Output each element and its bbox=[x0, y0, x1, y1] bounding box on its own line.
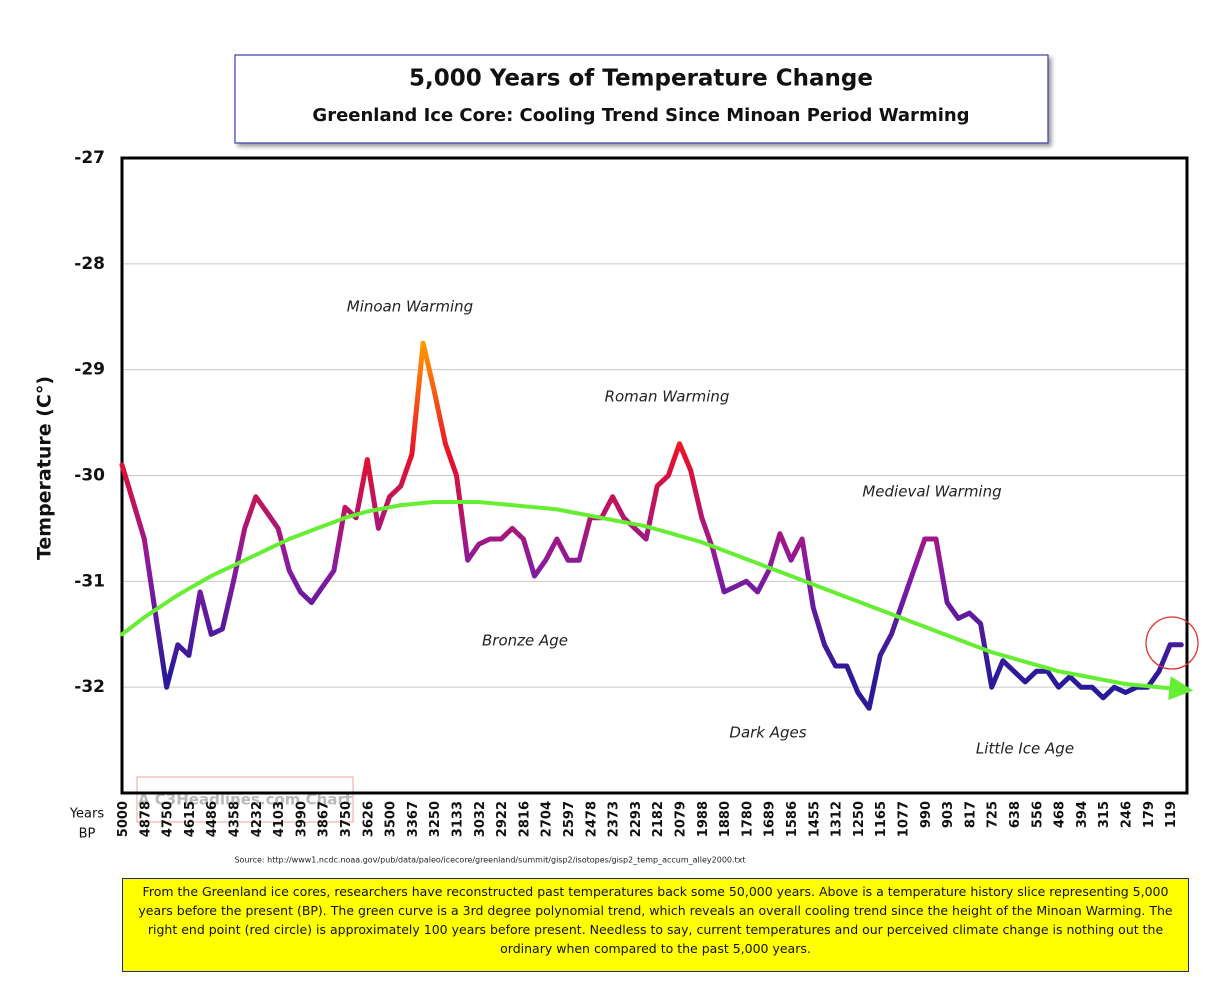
y-tick-label: -32 bbox=[74, 677, 105, 697]
x-tick-label: 1880 bbox=[718, 801, 733, 837]
x-tick-label: 2478 bbox=[584, 801, 599, 837]
y-tick-label: -31 bbox=[74, 571, 105, 591]
x-tick-label: 4232 bbox=[250, 801, 265, 837]
x-tick-label: 1988 bbox=[696, 801, 711, 837]
x-tick-label: 1250 bbox=[852, 801, 867, 837]
y-tick-label: -28 bbox=[74, 254, 105, 274]
trend-line bbox=[120, 500, 1194, 701]
x-tick-label: 4878 bbox=[138, 801, 153, 837]
x-tick-label: 2373 bbox=[607, 801, 622, 837]
x-axis-label: Years bbox=[69, 807, 105, 822]
x-tick-label: 2597 bbox=[562, 801, 577, 837]
x-tick-label: 119 bbox=[1164, 801, 1179, 828]
x-tick-label: 3750 bbox=[339, 801, 354, 837]
x-tick-label: 246 bbox=[1120, 801, 1135, 828]
x-tick-label: 1312 bbox=[830, 801, 845, 837]
x-tick-label: 2293 bbox=[629, 801, 644, 837]
x-tick-label: 3032 bbox=[473, 801, 488, 837]
plot-frame bbox=[120, 156, 1189, 795]
x-tick-label: 315 bbox=[1097, 801, 1112, 828]
x-tick-label: 4103 bbox=[272, 801, 287, 837]
x-tick-label: 638 bbox=[1008, 801, 1023, 828]
x-tick-label: 1455 bbox=[807, 801, 822, 837]
x-tick-label: 903 bbox=[941, 801, 956, 828]
x-tick-label: 817 bbox=[963, 801, 978, 828]
annotation: Bronze Age bbox=[482, 632, 568, 650]
x-tick-label: 3500 bbox=[384, 801, 399, 837]
y-tick-label: -29 bbox=[74, 360, 105, 380]
highlight-circle bbox=[1145, 616, 1199, 670]
x-tick-label: 990 bbox=[919, 801, 934, 828]
annotation: Dark Ages bbox=[729, 724, 806, 742]
x-tick-label: 2079 bbox=[674, 801, 689, 837]
x-tick-label: 4358 bbox=[228, 801, 243, 837]
annotation: Medieval Warming bbox=[862, 483, 1001, 501]
x-tick-label: 3990 bbox=[294, 801, 309, 837]
x-tick-label: 4615 bbox=[183, 801, 198, 837]
x-tick-label: 4750 bbox=[161, 801, 176, 837]
x-tick-label: 1165 bbox=[874, 801, 889, 837]
chart: 5,000 Years of Temperature Change Greenl… bbox=[34, 54, 1199, 865]
title-box bbox=[234, 54, 1049, 144]
x-tick-label: 4486 bbox=[205, 801, 220, 837]
x-tick-label: 2182 bbox=[651, 801, 666, 837]
annotation: Minoan Warming bbox=[347, 298, 473, 316]
chart-title: 5,000 Years of Temperature Change bbox=[409, 66, 873, 92]
note: From the Greenland ice cores, researcher… bbox=[122, 878, 1189, 972]
x-tick-label: 1689 bbox=[763, 801, 778, 837]
x-tick-label: 179 bbox=[1142, 801, 1157, 828]
watermark: A C3Headlines.com Chart bbox=[138, 791, 352, 809]
y-tick-label: -27 bbox=[74, 148, 105, 168]
x-tick-label: 1586 bbox=[785, 801, 800, 837]
x-tick-label: 2704 bbox=[540, 801, 555, 837]
x-tick-label: 725 bbox=[986, 801, 1001, 828]
source: Source: http://www1.ncdc.noaa.gov/pub/da… bbox=[234, 856, 745, 865]
x-tick-label: 556 bbox=[1030, 801, 1045, 828]
x-tick-label: 1780 bbox=[740, 801, 755, 837]
annotation: Roman Warming bbox=[605, 388, 730, 406]
x-tick-label: 2816 bbox=[517, 801, 532, 837]
temperature-line bbox=[119, 340, 1184, 711]
x-tick-label: 468 bbox=[1053, 801, 1068, 828]
x-tick-label: 394 bbox=[1075, 801, 1090, 828]
x-tick-label: 2922 bbox=[495, 801, 510, 837]
watermark-box bbox=[136, 776, 354, 823]
chart-subtitle: Greenland Ice Core: Cooling Trend Since … bbox=[312, 105, 969, 126]
annotation: Little Ice Age bbox=[976, 740, 1074, 758]
y-axis-label: Temperature (C°) bbox=[34, 376, 56, 560]
x-tick-label: 3867 bbox=[317, 801, 332, 837]
y-tick-label: -30 bbox=[74, 466, 105, 486]
x-axis-label: BP bbox=[79, 827, 96, 842]
x-tick-label: 1077 bbox=[897, 801, 912, 837]
x-tick-label: 3367 bbox=[406, 801, 421, 837]
x-tick-label: 3250 bbox=[428, 801, 443, 837]
x-tick-label: 3133 bbox=[451, 801, 466, 837]
x-tick-label: 5000 bbox=[116, 801, 131, 837]
x-tick-label: 3626 bbox=[361, 801, 376, 837]
